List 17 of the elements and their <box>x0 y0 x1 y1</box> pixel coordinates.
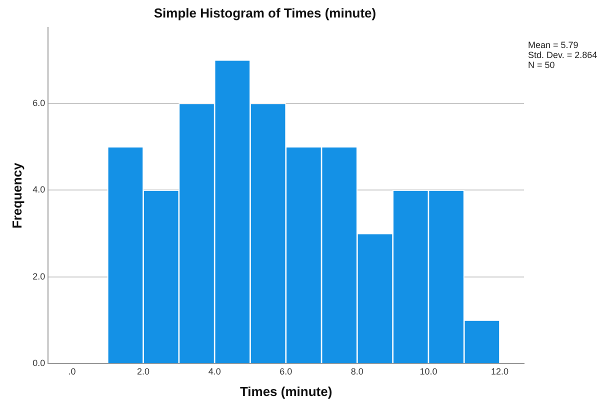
y-tick-label: 4.0 <box>32 184 46 195</box>
x-tick-label: 6.0 <box>280 366 292 376</box>
y-tick-label: 6.0 <box>32 98 46 108</box>
x-tick-label: 10.0 <box>420 366 438 376</box>
x-axis-title: Times (minute) <box>240 384 332 399</box>
y-tick-label: 0.0 <box>32 358 46 368</box>
chart-title: Simple Histogram of Times (minute) <box>154 5 376 20</box>
text: Mean = 5.79 <box>528 40 580 50</box>
x-tick-label: 4.0 <box>208 366 221 376</box>
x-tick-label: 8.0 <box>350 366 364 376</box>
y-axis-title: Frequency <box>9 162 24 228</box>
y-tick-label: 2.0 <box>32 271 46 282</box>
text: N = 50 <box>528 60 556 70</box>
x-tick-label: 2.0 <box>137 366 150 376</box>
x-tick-label: .0 <box>68 366 76 376</box>
text: Std. Dev. = 2.864 <box>528 50 598 60</box>
x-tick-label: 12.0 <box>490 366 509 376</box>
